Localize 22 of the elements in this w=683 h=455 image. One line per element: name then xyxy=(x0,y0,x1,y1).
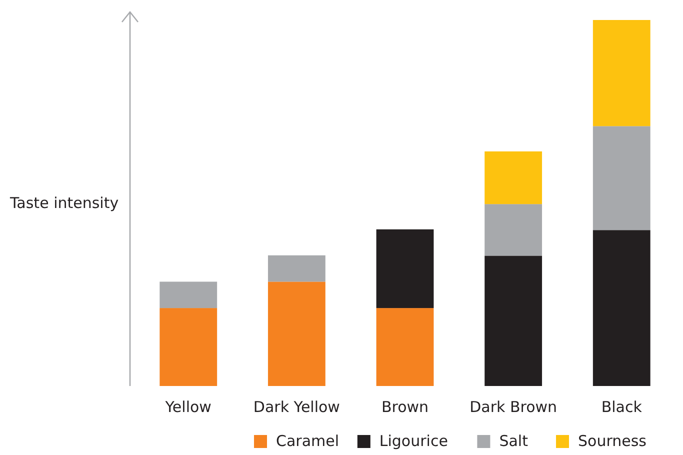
bar xyxy=(484,151,542,204)
bar xyxy=(376,229,434,308)
x-tick-label: Dark Brown xyxy=(470,398,558,416)
x-tick-label: Brown xyxy=(381,398,429,416)
bar xyxy=(484,256,542,386)
x-tick-label: Yellow xyxy=(164,398,212,416)
bar xyxy=(484,204,542,256)
x-tick-label: Black xyxy=(601,398,642,416)
bar xyxy=(268,255,326,282)
bar xyxy=(160,308,218,386)
legend-label: Ligourice xyxy=(379,432,448,450)
legend-label: Salt xyxy=(499,432,528,450)
bar xyxy=(592,20,650,126)
bar xyxy=(592,230,650,386)
x-tick-label: Dark Yellow xyxy=(253,398,340,416)
bar xyxy=(376,308,434,386)
bar xyxy=(160,282,218,308)
bar xyxy=(592,126,650,230)
y-axis-title: Taste intensity xyxy=(9,194,119,212)
bar xyxy=(268,282,326,386)
legend-label: Sourness xyxy=(578,432,647,450)
legend-label: Caramel xyxy=(276,432,340,450)
